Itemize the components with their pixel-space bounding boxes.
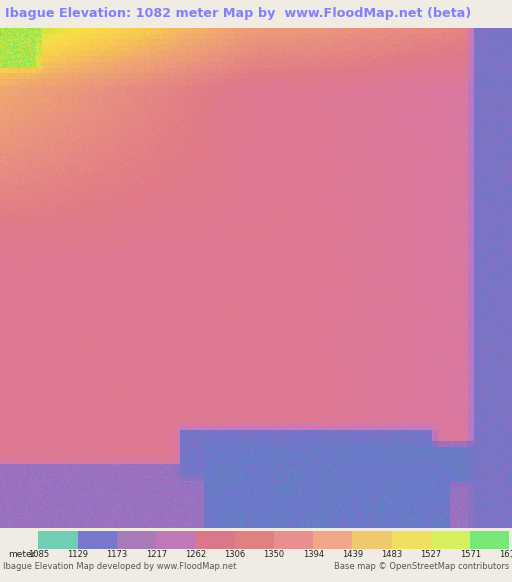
Text: Base map © OpenStreetMap contributors: Base map © OpenStreetMap contributors — [334, 562, 509, 570]
Bar — [431, 531, 470, 549]
Text: 1527: 1527 — [420, 549, 441, 559]
Bar — [392, 531, 431, 549]
Text: 1173: 1173 — [106, 549, 127, 559]
Bar — [196, 531, 234, 549]
Text: 1571: 1571 — [460, 549, 481, 559]
Bar — [156, 531, 196, 549]
Text: Ibague Elevation: 1082 meter Map by  www.FloodMap.net (beta): Ibague Elevation: 1082 meter Map by www.… — [5, 8, 472, 20]
Text: 1616: 1616 — [499, 549, 512, 559]
Text: 1085: 1085 — [28, 549, 49, 559]
Bar — [38, 531, 78, 549]
Text: 1217: 1217 — [145, 549, 167, 559]
Text: 1129: 1129 — [67, 549, 88, 559]
Text: 1262: 1262 — [185, 549, 206, 559]
Bar — [234, 531, 274, 549]
Bar — [274, 531, 313, 549]
Bar — [313, 531, 352, 549]
Bar — [470, 531, 509, 549]
Bar — [352, 531, 392, 549]
Bar — [78, 531, 117, 549]
Text: meter: meter — [9, 549, 36, 559]
Text: 1306: 1306 — [224, 549, 245, 559]
Text: 1350: 1350 — [263, 549, 285, 559]
Text: 1439: 1439 — [342, 549, 363, 559]
Text: 1483: 1483 — [381, 549, 402, 559]
Bar — [117, 531, 156, 549]
Text: Ibague Elevation Map developed by www.FloodMap.net: Ibague Elevation Map developed by www.Fl… — [3, 562, 236, 570]
Text: 1394: 1394 — [303, 549, 324, 559]
